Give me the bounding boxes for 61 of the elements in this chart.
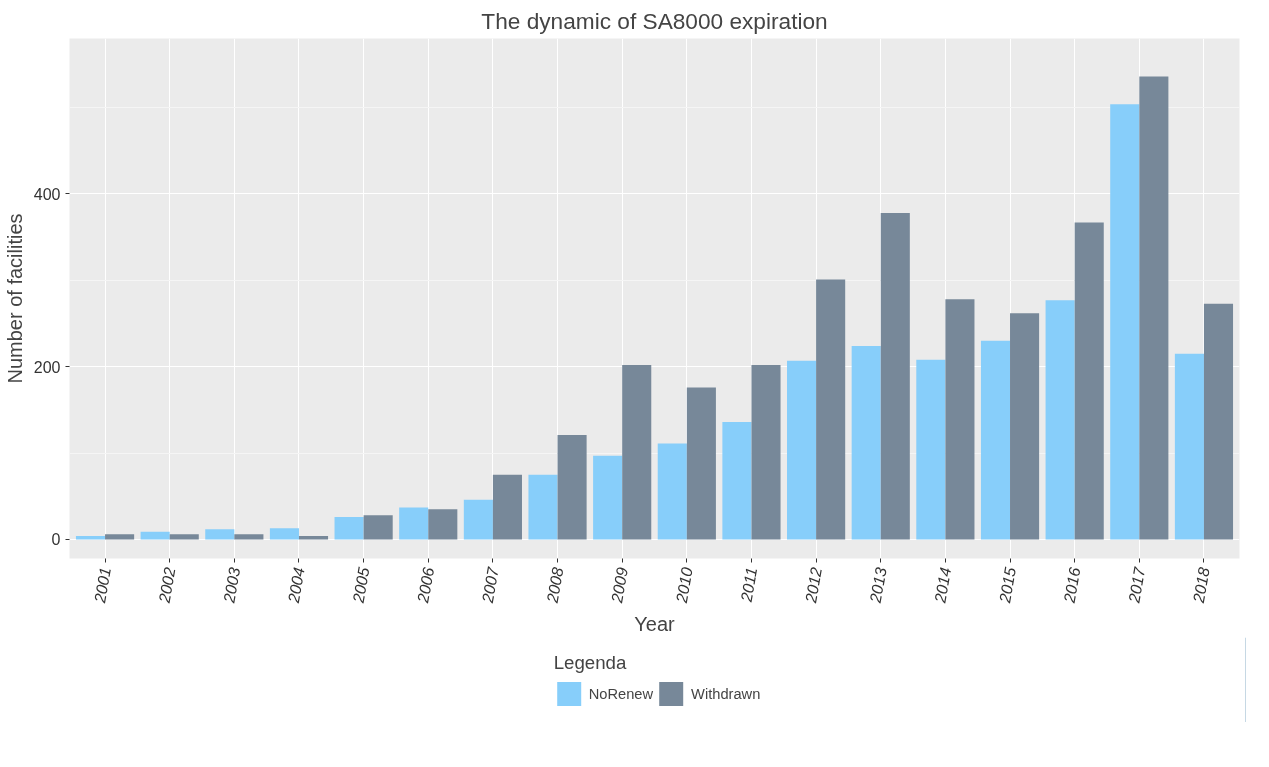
bar xyxy=(105,534,135,540)
x-tick-label: 2006 xyxy=(414,566,438,606)
legend-label: NoRenew xyxy=(588,685,654,701)
bar xyxy=(816,279,846,540)
bar xyxy=(722,422,752,540)
bar xyxy=(916,359,946,540)
bar xyxy=(528,474,558,540)
x-tick-label: 2011 xyxy=(737,566,761,604)
bar xyxy=(269,528,299,540)
x-tick-label: 2008 xyxy=(543,566,567,606)
bar xyxy=(880,212,910,540)
bar xyxy=(205,529,235,540)
x-tick-label: 2007 xyxy=(478,565,502,606)
bar xyxy=(169,534,199,540)
legend-title: Legenda xyxy=(553,651,628,673)
bar xyxy=(751,365,781,540)
x-tick-label: 2015 xyxy=(995,566,1019,606)
bar xyxy=(851,346,881,540)
x-tick-label: 2012 xyxy=(802,566,825,606)
x-tick-label: 2018 xyxy=(1189,566,1213,606)
bar xyxy=(593,455,623,540)
x-tick-label: 2014 xyxy=(931,566,955,606)
bar xyxy=(1203,303,1234,540)
x-tick-label: 2003 xyxy=(220,566,244,606)
bar xyxy=(1110,104,1140,540)
bar xyxy=(657,443,687,540)
bar xyxy=(686,387,716,540)
x-tick-label: 2005 xyxy=(349,566,373,606)
bar xyxy=(1139,76,1169,540)
x-tick-label: 2010 xyxy=(672,566,696,606)
y-axis-title: Number of facilities xyxy=(3,213,26,384)
bar xyxy=(334,517,364,540)
legend-label: Withdrawn xyxy=(691,685,761,701)
x-tick-label: 2001 xyxy=(90,566,114,606)
y-tick-label: 400 xyxy=(33,185,61,203)
bar xyxy=(945,299,975,540)
y-tick-label: 0 xyxy=(51,531,61,549)
bar xyxy=(140,531,170,540)
x-axis-title: Year xyxy=(634,612,676,635)
x-tick-label: 2017 xyxy=(1125,565,1149,606)
bar xyxy=(980,340,1011,540)
bar xyxy=(363,515,393,540)
bar xyxy=(234,534,264,540)
bar xyxy=(787,360,817,540)
bar xyxy=(463,499,493,540)
x-tick-label: 2013 xyxy=(866,566,890,606)
x-tick-label: 2009 xyxy=(608,566,632,606)
bar xyxy=(492,474,522,540)
bar xyxy=(1074,222,1104,540)
x-tick-label: 2002 xyxy=(155,566,179,606)
bar xyxy=(1010,313,1040,540)
bar xyxy=(557,434,587,540)
y-tick-label: 200 xyxy=(33,358,61,376)
chart-title: The dynamic of SA8000 expiration xyxy=(481,7,828,34)
bar xyxy=(1174,353,1204,540)
x-tick-label: 2004 xyxy=(284,566,308,606)
bar xyxy=(1045,300,1075,540)
bar xyxy=(428,509,458,540)
bar xyxy=(622,365,652,540)
x-tick-label: 2016 xyxy=(1060,566,1084,606)
bar xyxy=(399,507,429,540)
